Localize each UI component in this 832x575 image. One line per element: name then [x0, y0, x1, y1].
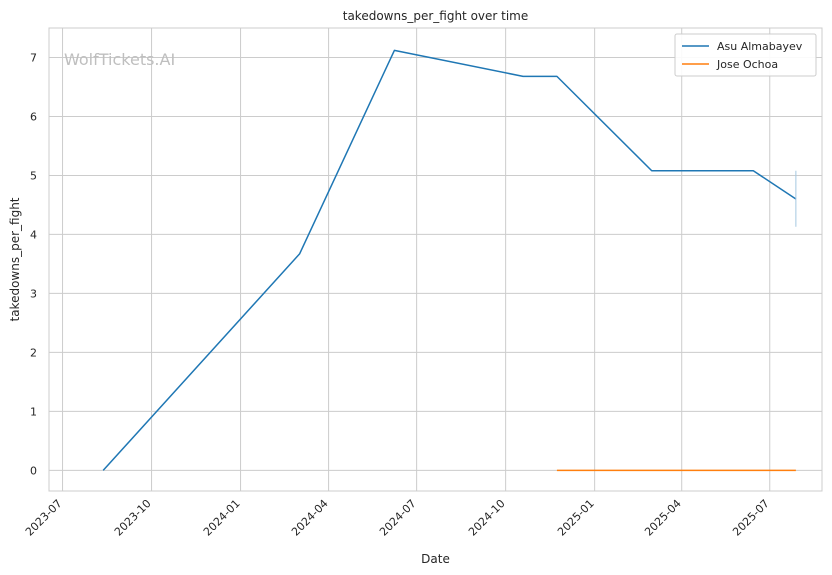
- y-tick-label: 1: [30, 405, 37, 418]
- plot-frame: [48, 27, 823, 492]
- y-tick-label: 5: [30, 169, 37, 182]
- y-tick-label: 4: [30, 228, 37, 241]
- y-axis-label: takedowns_per_fight: [8, 197, 22, 321]
- x-axis-label: Date: [421, 552, 450, 566]
- legend: Asu Almabayev Jose Ochoa: [674, 33, 817, 77]
- series-line-asu-almabayev: [102, 49, 797, 471]
- watermark: WolfTickets.AI: [64, 50, 175, 69]
- chart-title: takedowns_per_fight over time: [343, 9, 529, 23]
- y-tick-label: 2: [30, 346, 37, 359]
- y-tick-label: 7: [30, 51, 37, 64]
- y-tick-label: 3: [30, 287, 37, 300]
- legend-box: [674, 33, 817, 77]
- y-tick-label: 0: [30, 464, 37, 477]
- legend-label-jose-ochoa: Jose Ochoa: [716, 58, 778, 71]
- plot-area: [49, 28, 822, 491]
- grid-lines: [49, 28, 822, 491]
- legend-label-asu-almabayev: Asu Almabayev: [717, 40, 803, 53]
- series-group: [102, 49, 797, 472]
- y-tick-label: 6: [30, 110, 37, 123]
